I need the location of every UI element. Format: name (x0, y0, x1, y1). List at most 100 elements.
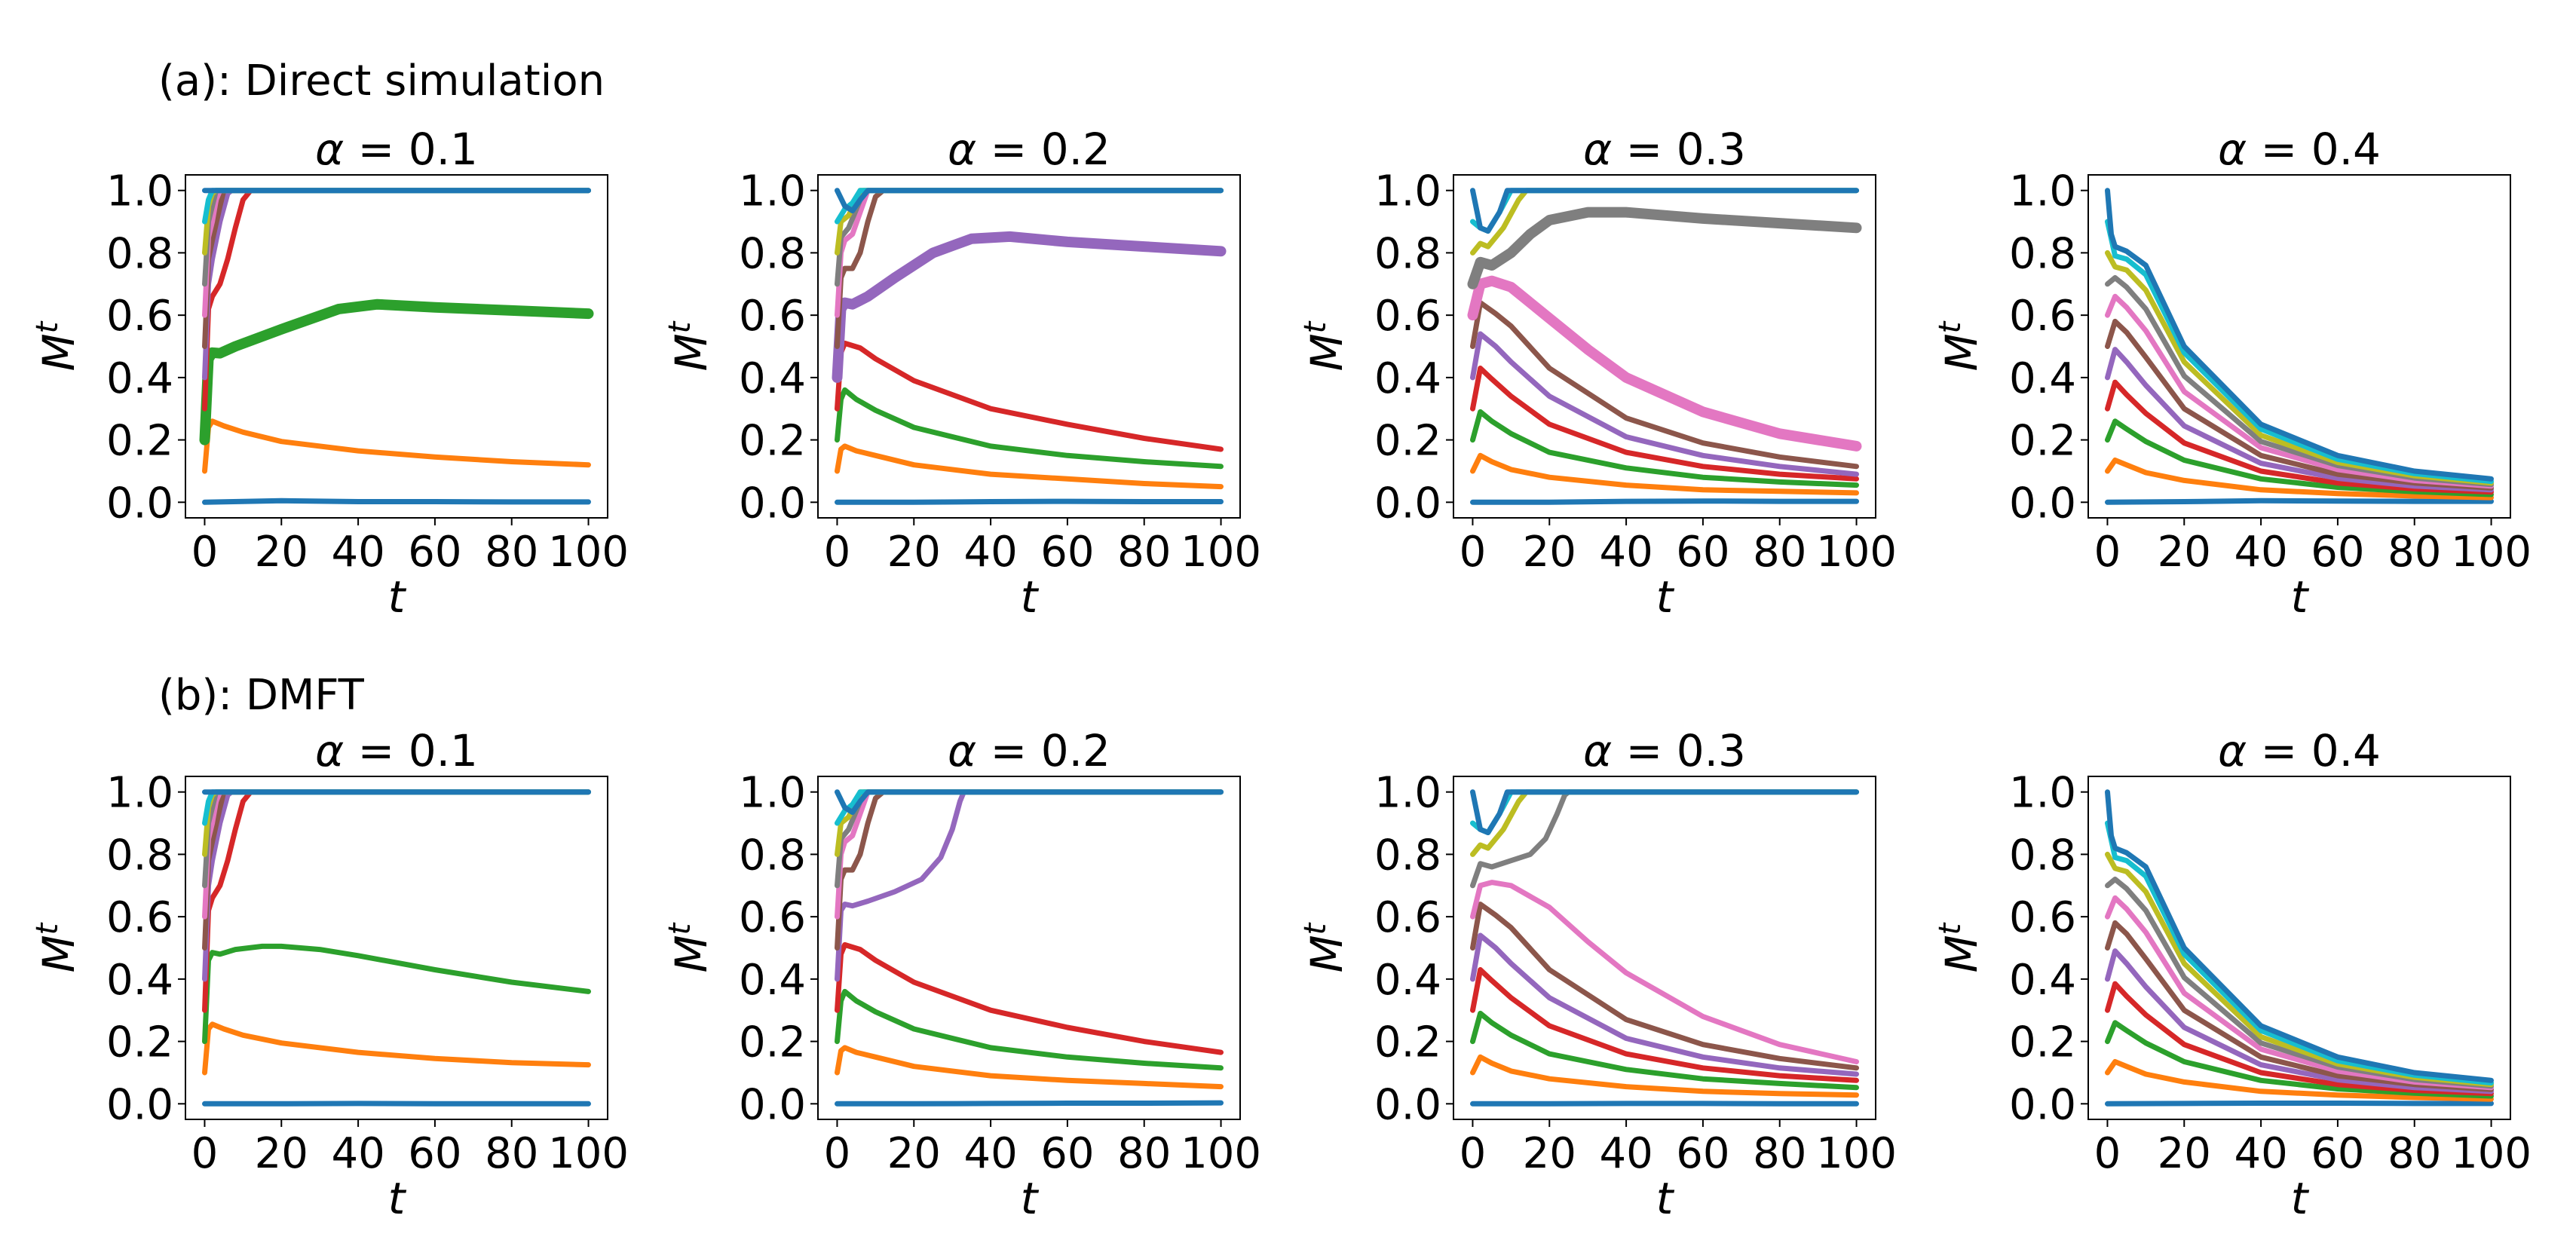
x-tick-label: 60 (2311, 1129, 2364, 1178)
series-line-m0-1 (835, 188, 1224, 214)
y-tick-label: 1.0 (739, 769, 806, 818)
x-tick-label: 100 (2451, 528, 2532, 577)
series-line-m0-0.1 (835, 1045, 1224, 1090)
series-line-m0-0.6 (202, 789, 591, 920)
y-tick-label: 0.6 (739, 292, 806, 341)
subplot-title: α = 0.4 (2218, 725, 2381, 776)
axes-frame (817, 174, 1241, 519)
x-tick-label: 0 (191, 528, 219, 577)
series-line-m0-0 (835, 1100, 1224, 1107)
subplot-title: α = 0.2 (948, 725, 1110, 776)
series-group (202, 789, 591, 1107)
series-line-m0-1 (1470, 188, 1859, 234)
x-tick-label: 60 (408, 1129, 461, 1178)
x-tick-label: 0 (2094, 1129, 2121, 1178)
y-tick-label: 0.8 (106, 831, 173, 880)
x-tick-label: 80 (1117, 1129, 1171, 1178)
x-tick-label: 60 (1040, 1129, 1094, 1178)
y-tick-label: 1.0 (106, 167, 173, 216)
series-line-m0-0.6 (1470, 880, 1859, 1064)
x-tick-label: 60 (1676, 528, 1729, 577)
series-line-m0-1 (2105, 789, 2494, 1083)
x-tick-label: 80 (2388, 528, 2441, 577)
series-line-m0-0.9 (835, 789, 1224, 826)
x-tick-label: 0 (191, 1129, 219, 1178)
y-tick-label: 0.2 (739, 417, 806, 466)
series-line-m0-0.9 (2105, 820, 2494, 1086)
series-line-m0-0.1 (835, 443, 1224, 490)
series-line-m0-0.3 (1470, 967, 1859, 1083)
y-tick-label: 0.0 (2009, 1080, 2076, 1129)
y-tick-label: 0.6 (1374, 893, 1441, 942)
series-line-m0-0.2 (2105, 418, 2494, 498)
y-tick-label: 0.8 (2009, 831, 2076, 880)
x-tick-label: 40 (331, 1129, 384, 1178)
series-line-m0-0.7 (1470, 789, 1859, 889)
x-tick-label: 40 (2234, 528, 2287, 577)
series-line-m0-0.9 (1470, 789, 1859, 835)
y-axis-label: Mt (30, 922, 84, 972)
x-tick-label: 80 (1753, 1129, 1806, 1178)
subplot-a-4: 0 20 40 60 80 100 0.0 0.2 0.4 0.6 0.8 1.0 α = 0.4 t Mt (1933, 124, 2532, 623)
y-tick-label: 0.8 (1374, 229, 1441, 278)
y-tick-label: 1.0 (2009, 769, 2076, 818)
series-line-m0-0.1 (2105, 458, 2494, 501)
y-axis-label: Mt (1933, 320, 1987, 371)
y-tick-label: 0.4 (1374, 354, 1441, 403)
y-tick-label: 0.8 (106, 229, 173, 278)
series-line-m0-0.3 (835, 340, 1224, 452)
series-line-m0-0.3 (2105, 379, 2494, 495)
series-line-m0-0.4 (2105, 948, 2494, 1095)
y-tick-label: 0.2 (106, 1018, 173, 1067)
series-line-m0-0.2 (199, 299, 594, 445)
x-tick-label: 0 (824, 528, 851, 577)
x-tick-label: 100 (1816, 1129, 1897, 1178)
series-line-m0-0.7 (202, 789, 591, 889)
y-tick-label: 0.8 (739, 229, 806, 278)
y-tick-label: 0.0 (1374, 1080, 1441, 1129)
x-tick-label: 80 (1753, 528, 1806, 577)
series-line-m0-0.6 (2105, 895, 2494, 1091)
series-line-m0-0.8 (1470, 789, 1859, 857)
x-tick-label: 20 (887, 528, 941, 577)
series-line-m0-0.7 (1467, 207, 1862, 289)
x-tick-label: 100 (1816, 528, 1897, 577)
y-tick-label: 0.6 (2009, 893, 2076, 942)
x-tick-label: 0 (2094, 528, 2121, 577)
series-line-m0-0 (202, 498, 591, 505)
series-line-m0-0.3 (202, 789, 591, 1013)
series-line-m0-0.3 (2105, 981, 2494, 1097)
y-tick-label: 0.2 (739, 1018, 806, 1067)
series-group (2105, 188, 2494, 505)
axes-frame (1453, 174, 1876, 519)
series-line-m0-0.5 (2105, 318, 2494, 491)
x-axis-label: t (1656, 571, 1675, 623)
subplot-title: α = 0.1 (315, 124, 478, 175)
x-axis-label: t (388, 571, 407, 623)
axes-frame (1453, 776, 1876, 1120)
y-tick-label: 1.0 (1374, 167, 1441, 216)
x-tick-label: 80 (485, 1129, 538, 1178)
series-group (2105, 789, 2494, 1107)
x-tick-label: 20 (887, 1129, 941, 1178)
series-line-m0-0.5 (202, 188, 591, 349)
series-line-m0-0.4 (832, 231, 1227, 383)
y-tick-label: 0.2 (2009, 1018, 2076, 1067)
y-tick-label: 1.0 (2009, 167, 2076, 216)
axes-frame (817, 776, 1241, 1120)
y-axis-label: Mt (1933, 922, 1987, 972)
x-axis-label: t (2291, 571, 2310, 623)
subplot-a-3: 0 20 40 60 80 100 0.0 0.2 0.4 0.6 0.8 1.0 α = 0.3 t Mt (1298, 124, 1897, 623)
series-line-m0-0.5 (835, 188, 1224, 349)
x-axis-label: t (2291, 1173, 2310, 1224)
series-line-m0-0 (2105, 498, 2494, 505)
y-tick-label: 0.2 (2009, 417, 2076, 466)
series-group (1467, 188, 1862, 505)
x-tick-label: 40 (331, 528, 384, 577)
y-tick-label: 0.4 (739, 956, 806, 1005)
series-line-m0-0.3 (835, 941, 1224, 1055)
series-group (199, 188, 594, 505)
subplot-b-4: 0 20 40 60 80 100 0.0 0.2 0.4 0.6 0.8 1.0 α = 0.4 t Mt (1933, 725, 2532, 1224)
y-tick-label: 0.6 (1374, 292, 1441, 341)
